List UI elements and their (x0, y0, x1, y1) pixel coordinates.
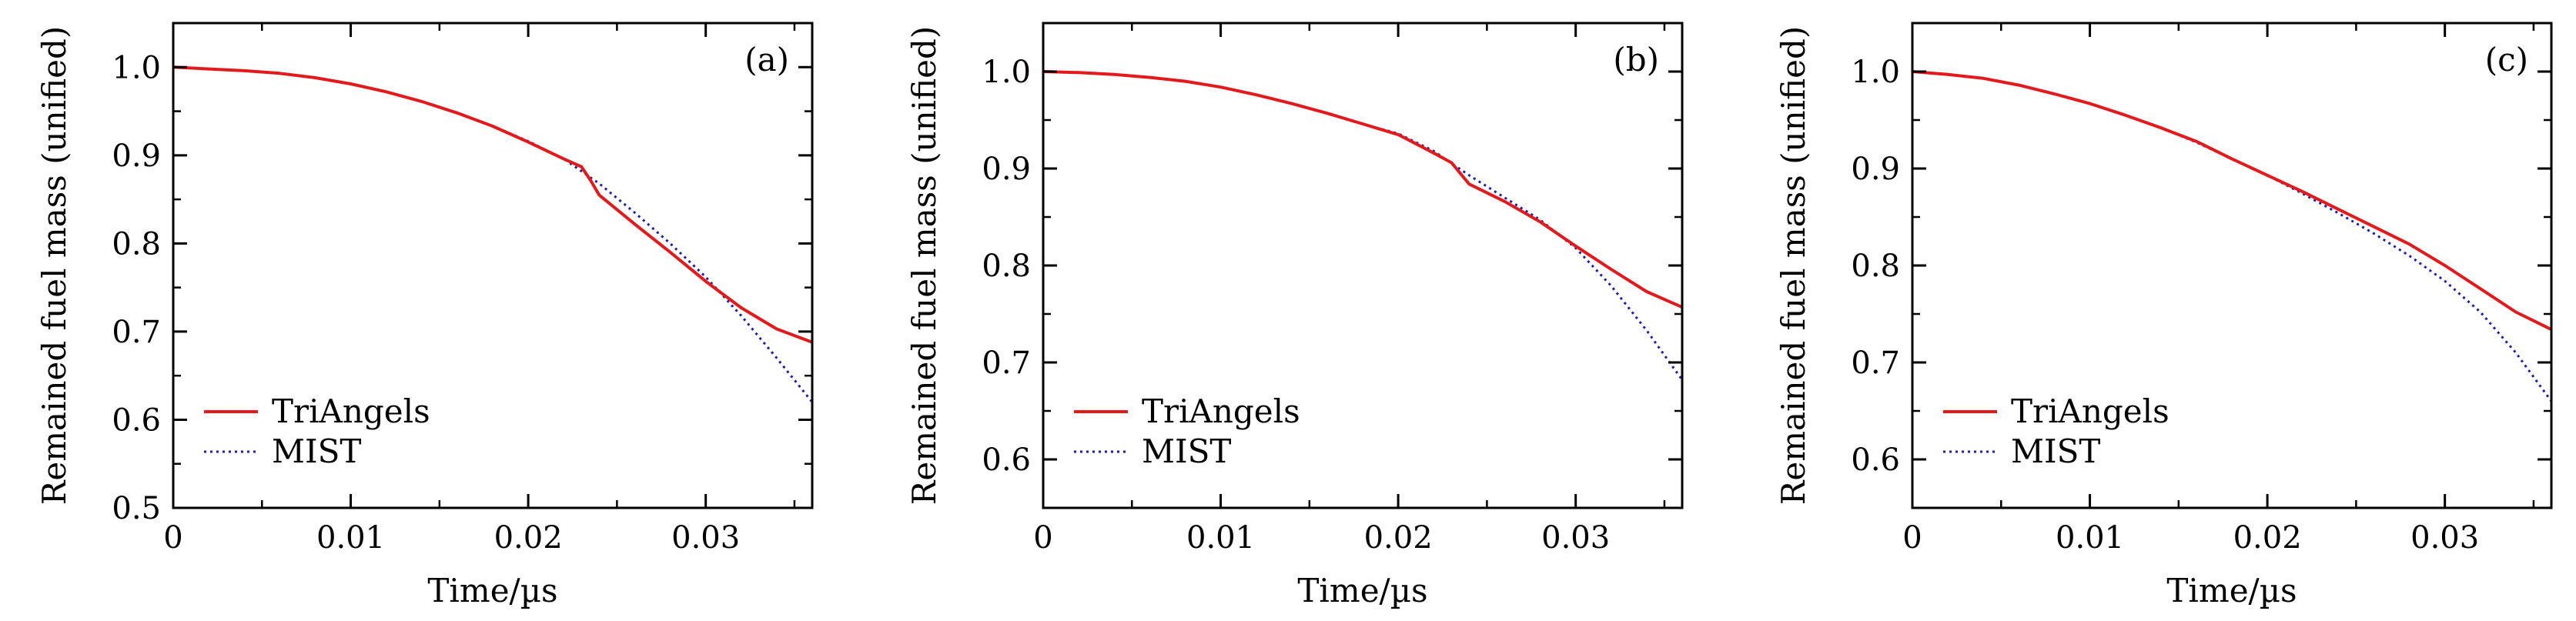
series-group (1043, 70, 1682, 381)
series-group (173, 65, 812, 403)
y-tick-label: 0.8 (112, 226, 161, 262)
plot-frame (1042, 22, 1684, 509)
x-tick-label: 0.01 (2056, 520, 2124, 556)
series-line-mist (1043, 70, 1682, 381)
chart-panel-2: 0 0.01 0.02 0.03 0.6 0.7 0.8 0.9 1.0 Time/µs Remai… (905, 22, 1684, 609)
series-line-mist (173, 65, 812, 403)
plot-frame (172, 22, 814, 509)
x-tick-label: 0 (1033, 520, 1052, 556)
x-tick-label: 0.02 (2233, 520, 2302, 556)
panel-label: (c) (2485, 41, 2528, 78)
y-tick-label: 0.6 (1851, 442, 1900, 478)
x-tick-label: 0.03 (1541, 520, 1610, 556)
x-tick-label: 0 (163, 520, 182, 556)
series-line-triangels (1043, 70, 1682, 309)
panel-label: (a) (744, 41, 789, 78)
y-tick-label: 0.8 (1851, 249, 1900, 284)
y-tick-label: 0.7 (982, 346, 1031, 381)
legend-label-mist: MIST (2011, 432, 2100, 470)
legend-label-triangels: TriAngels (2011, 392, 2170, 430)
x-axis-label: Time/µs (2166, 572, 2297, 609)
chart-panel-3: 0 0.01 0.02 0.03 0.6 0.7 0.8 0.9 1.0 Time/µs Remai… (1775, 22, 2553, 609)
y-tick-label: 1.0 (1851, 55, 1900, 90)
x-tick-label: 0.02 (1364, 520, 1433, 556)
y-tick-label: 1.0 (982, 55, 1031, 90)
y-tick-label: 0.6 (982, 442, 1031, 478)
series-line-triangels (1912, 70, 2551, 331)
legend-label-triangels: TriAngels (272, 392, 430, 430)
x-tick-label: 0.01 (1186, 520, 1255, 556)
y-axis-label: Remained fuel mass (unified) (35, 26, 73, 506)
y-axis-label: Remained fuel mass (unified) (1775, 26, 1812, 506)
y-tick-label: 0.7 (112, 315, 161, 350)
series-line-triangels (173, 65, 812, 344)
y-tick-label: 0.6 (112, 402, 161, 438)
x-axis-label: Time/µs (427, 572, 557, 609)
y-tick-label: 0.9 (982, 152, 1031, 187)
y-tick-label: 0.7 (1851, 346, 1900, 381)
plot-frame (1911, 22, 2553, 509)
panel-label: (b) (1613, 41, 1659, 78)
x-tick-label: 0.03 (2410, 520, 2479, 556)
x-tick-label: 0 (1902, 520, 1922, 556)
y-tick-label: 0.9 (112, 139, 161, 174)
chart-panel-1: 0 0.01 0.02 0.03 0.5 0.6 0.7 0.8 0.9 1.0 Time/µs Re… (35, 22, 814, 609)
series-line-mist (1912, 70, 2551, 402)
y-axis-label: Remained fuel mass (unified) (905, 26, 943, 506)
series-group (1912, 70, 2551, 402)
legend-label-triangels: TriAngels (1142, 392, 1300, 430)
y-tick-label: 0.9 (1851, 152, 1900, 187)
y-tick-label: 0.5 (112, 491, 161, 526)
x-axis-label: Time/µs (1297, 572, 1427, 609)
legend-label-mist: MIST (272, 432, 361, 470)
x-tick-label: 0.01 (316, 520, 385, 556)
x-tick-label: 0.02 (494, 520, 563, 556)
y-tick-label: 1.0 (112, 50, 161, 85)
legend-label-mist: MIST (1142, 432, 1231, 470)
y-tick-label: 0.8 (982, 249, 1031, 284)
x-tick-label: 0.03 (671, 520, 740, 556)
